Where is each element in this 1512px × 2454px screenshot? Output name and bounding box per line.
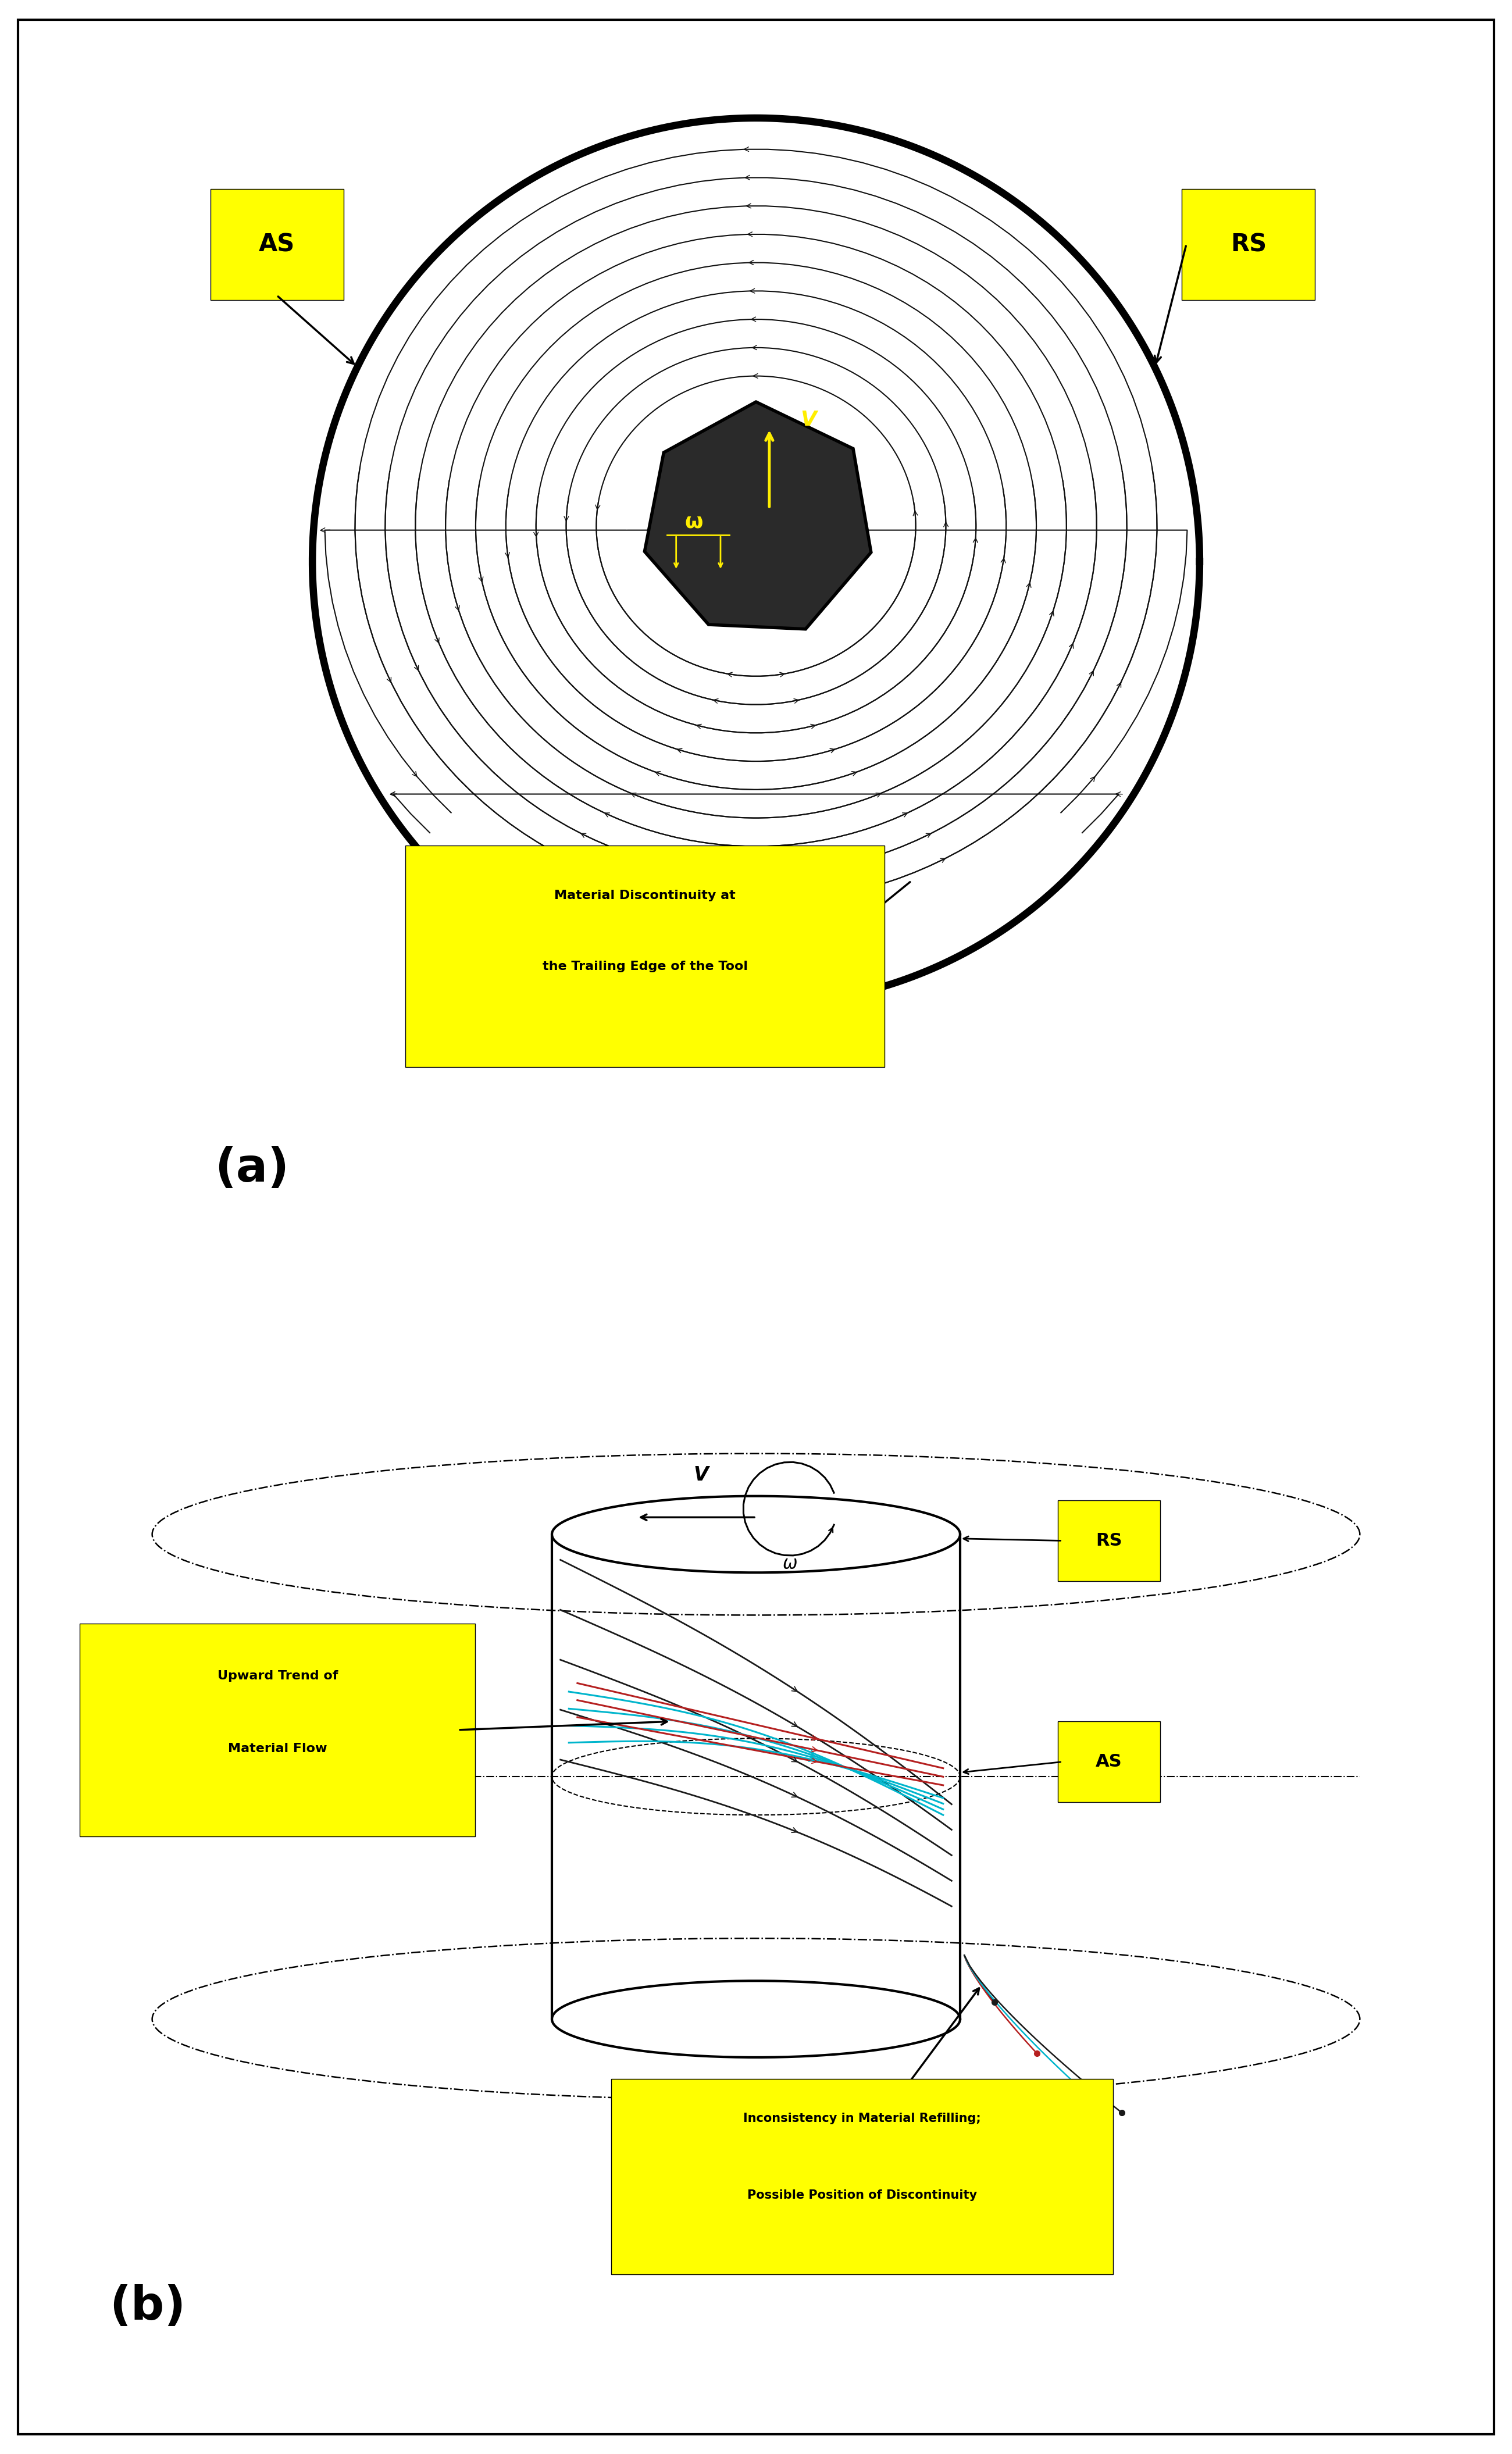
Text: Material Flow: Material Flow (228, 1742, 327, 1755)
FancyBboxPatch shape (405, 847, 885, 1067)
FancyBboxPatch shape (1182, 189, 1315, 299)
Text: RS: RS (1096, 1531, 1122, 1548)
Text: RS: RS (1231, 233, 1267, 258)
Text: AS: AS (1096, 1755, 1122, 1769)
FancyBboxPatch shape (611, 2079, 1113, 2275)
Text: Upward Trend of: Upward Trend of (218, 1671, 337, 1681)
Text: $\omega$: $\omega$ (782, 1556, 798, 1573)
FancyBboxPatch shape (210, 189, 343, 299)
Text: Material Discontinuity at: Material Discontinuity at (555, 891, 736, 901)
Text: V: V (692, 1465, 708, 1485)
Text: Possible Position of Discontinuity: Possible Position of Discontinuity (747, 2189, 977, 2201)
Text: the Trailing Edge of the Tool: the Trailing Edge of the Tool (543, 962, 748, 972)
FancyBboxPatch shape (80, 1625, 475, 1836)
FancyBboxPatch shape (1058, 1499, 1160, 1580)
Text: (b): (b) (109, 2285, 186, 2329)
Polygon shape (644, 402, 871, 628)
Circle shape (313, 118, 1199, 1006)
Text: Inconsistency in Material Refilling;: Inconsistency in Material Refilling; (744, 2113, 981, 2125)
Text: (a): (a) (215, 1146, 289, 1193)
Text: V: V (800, 410, 816, 429)
FancyBboxPatch shape (1058, 1720, 1160, 1801)
Text: $\mathbf{\omega}$: $\mathbf{\omega}$ (685, 513, 703, 533)
Text: AS: AS (259, 233, 295, 258)
